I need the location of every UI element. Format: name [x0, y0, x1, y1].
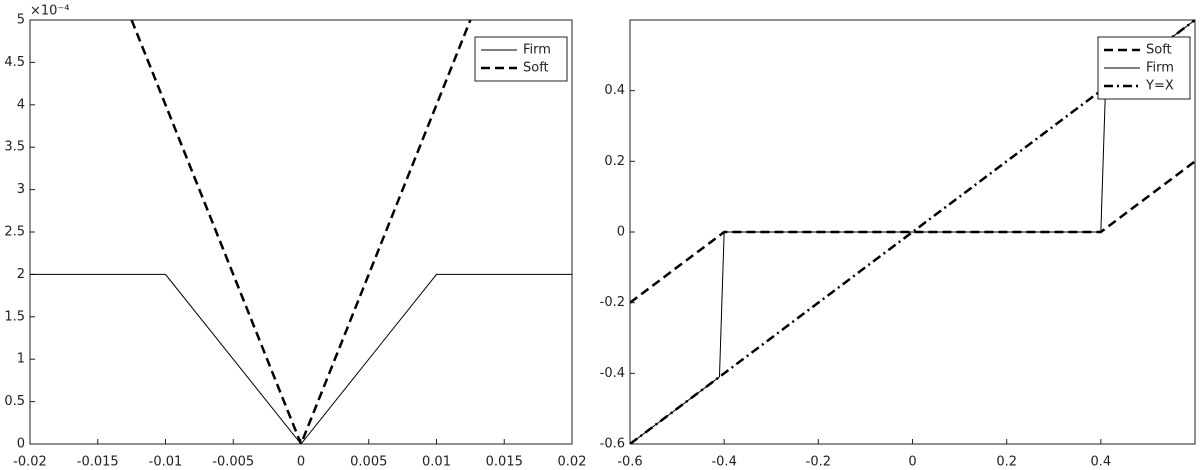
y-tick-label: 0.2: [604, 154, 625, 169]
y-tick-label: 5: [17, 13, 25, 28]
plot-area: [29, 19, 573, 445]
y-exponent: ×10⁻⁴: [30, 4, 70, 19]
series-line: [30, 273, 572, 444]
series-group: [30, 20, 572, 444]
x-tick-label: 0.02: [558, 455, 587, 470]
legend-label: Firm: [1146, 61, 1174, 76]
y-tick-label: 0.4: [604, 83, 625, 98]
x-tick-label: 0.2: [996, 455, 1017, 470]
legend: Firm Soft: [474, 36, 568, 82]
x-tick-label: -0.015: [77, 455, 119, 470]
legend-label: Soft: [523, 61, 549, 76]
x-tick-label: 0.015: [486, 455, 523, 470]
y-tick-label: -0.4: [600, 366, 625, 381]
legend: Soft Firm Y=X: [1097, 36, 1191, 100]
y-tick-label: 0.5: [4, 394, 25, 409]
y-tick-label: 4.5: [4, 55, 25, 70]
legend-label: Soft: [1146, 43, 1172, 58]
y-tick-label: 0: [17, 437, 25, 452]
x-tick-label: -0.2: [806, 455, 831, 470]
series-line: [630, 160, 1195, 304]
legend-label: Firm: [523, 43, 551, 58]
y-tick-label: 4: [17, 97, 25, 112]
y-tick-label: 1.5: [4, 309, 25, 324]
legend-box: [474, 36, 568, 82]
y-tick-label: 1: [17, 352, 25, 367]
x-tick-label: 0.4: [1090, 455, 1111, 470]
plot: -0.02 -0.015 -0.01 -0.005 0 0.005 0.01 0.015 0.0…: [4, 4, 586, 470]
x-tick-label: 0: [297, 455, 305, 470]
x-tick-label: -0.4: [711, 455, 736, 470]
y-tick-label: 3.5: [4, 140, 25, 155]
y-tick-label: 2.5: [4, 225, 25, 240]
x-tick-label: 0.005: [350, 455, 387, 470]
legend-label: Y=X: [1145, 79, 1174, 94]
y-tick-label: 0: [617, 225, 625, 240]
x-tick-label: 0.01: [422, 455, 451, 470]
x-tick-label: -0.02: [13, 455, 47, 470]
x-tick-label: -0.6: [617, 455, 642, 470]
series-line: [630, 20, 1195, 444]
y-tick-label: 2: [17, 267, 25, 282]
series-line: [130, 20, 472, 444]
y-tick-label: -0.2: [600, 295, 625, 310]
x-tick-label: -0.005: [212, 455, 254, 470]
y-tick-label: 3: [17, 182, 25, 197]
x-tick-label: 0: [908, 455, 916, 470]
x-tick-label: -0.01: [149, 455, 183, 470]
y-tick-label: -0.6: [600, 437, 625, 452]
